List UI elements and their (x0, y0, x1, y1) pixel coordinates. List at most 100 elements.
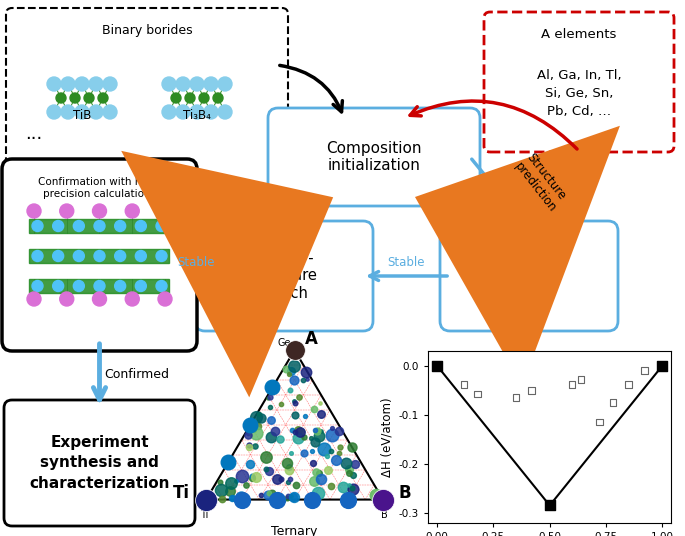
Circle shape (56, 93, 66, 103)
Point (280, 365, 291, 374)
Point (288, 493, 299, 501)
Point (290, 481, 301, 489)
Circle shape (60, 204, 74, 218)
Circle shape (70, 93, 80, 103)
Circle shape (162, 105, 176, 119)
Point (312, 489, 323, 497)
Circle shape (158, 292, 172, 306)
Point (330, 456, 341, 465)
Point (226, 479, 237, 487)
Circle shape (27, 204, 41, 218)
Point (335, 443, 346, 451)
Point (247, 474, 258, 482)
Point (459, 380, 470, 389)
Point (271, 475, 282, 483)
Point (236, 495, 247, 504)
Point (472, 390, 483, 398)
Point (623, 380, 634, 389)
Circle shape (94, 280, 105, 292)
Point (243, 430, 254, 439)
Point (284, 463, 295, 471)
Circle shape (103, 77, 117, 91)
Circle shape (75, 77, 89, 91)
FancyBboxPatch shape (4, 400, 195, 526)
Point (526, 386, 537, 394)
Circle shape (61, 77, 75, 91)
Text: Confirmation with high-
precision calculations: Confirmation with high- precision calcul… (38, 177, 161, 199)
Point (657, 361, 668, 370)
Circle shape (75, 105, 89, 119)
Circle shape (171, 93, 181, 103)
Circle shape (89, 105, 103, 119)
Bar (29, 279, 169, 293)
Circle shape (60, 292, 74, 306)
Point (316, 410, 327, 419)
Circle shape (213, 93, 223, 103)
Point (370, 491, 381, 500)
Point (264, 402, 275, 411)
Point (249, 426, 260, 434)
Point (371, 490, 382, 499)
Circle shape (190, 105, 204, 119)
Point (312, 427, 323, 436)
Text: Ti: Ti (200, 510, 209, 520)
Point (326, 430, 337, 439)
Point (544, 501, 555, 510)
Point (326, 424, 337, 433)
Point (272, 495, 283, 503)
Point (377, 495, 388, 504)
Text: Unstable: Unstable (513, 183, 554, 234)
Circle shape (53, 280, 64, 292)
Point (594, 418, 605, 427)
Point (315, 427, 326, 436)
Point (214, 478, 225, 486)
Text: Composition
initialization: Composition initialization (326, 141, 422, 173)
Point (286, 367, 297, 376)
Circle shape (156, 220, 167, 232)
Point (236, 493, 247, 501)
Point (303, 494, 314, 502)
Text: Experiment
synthesis and
characterization: Experiment synthesis and characterizatio… (29, 435, 170, 492)
Point (250, 473, 261, 482)
Point (300, 367, 311, 376)
Point (264, 489, 275, 497)
Point (307, 495, 318, 504)
Point (231, 477, 242, 485)
Point (247, 472, 258, 481)
Point (349, 459, 360, 468)
Circle shape (218, 77, 232, 91)
Point (262, 393, 273, 402)
Circle shape (125, 204, 139, 218)
Point (312, 426, 323, 434)
Circle shape (136, 250, 147, 262)
Point (566, 380, 577, 389)
Point (245, 460, 256, 468)
Point (264, 393, 275, 401)
Point (253, 422, 264, 430)
Point (216, 495, 227, 503)
Point (294, 392, 305, 401)
Point (276, 474, 287, 483)
Circle shape (136, 220, 147, 232)
Point (250, 412, 261, 421)
Text: Stable: Stable (388, 256, 425, 269)
Point (319, 444, 329, 453)
Circle shape (158, 204, 172, 218)
Bar (29, 219, 169, 233)
Point (342, 465, 353, 473)
Point (313, 468, 324, 477)
Point (298, 433, 309, 441)
Circle shape (53, 250, 64, 262)
Point (243, 429, 254, 437)
Circle shape (218, 105, 232, 119)
Point (314, 432, 325, 441)
Point (284, 370, 295, 378)
Circle shape (27, 292, 41, 306)
Point (343, 468, 354, 477)
Circle shape (176, 77, 190, 91)
Point (639, 367, 650, 375)
Point (292, 434, 303, 443)
FancyBboxPatch shape (6, 8, 288, 202)
Text: B: B (399, 483, 412, 502)
Point (285, 492, 296, 500)
